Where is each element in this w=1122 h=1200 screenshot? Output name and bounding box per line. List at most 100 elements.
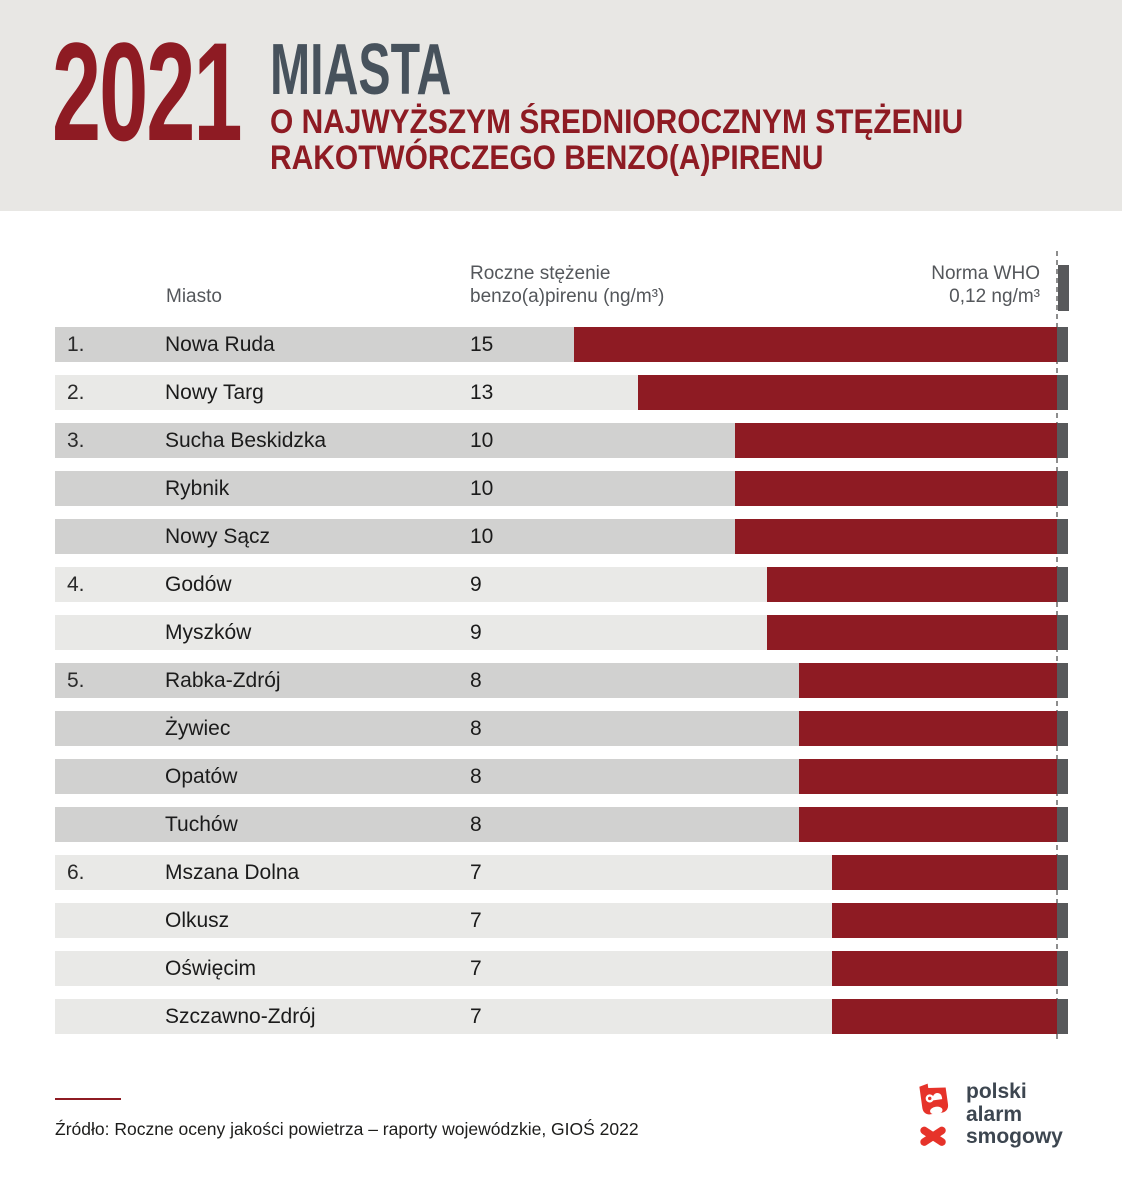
logo-polski-alarm-smogowy: polski alarm smogowy [910, 1080, 1070, 1156]
value-bar [832, 999, 1057, 1034]
who-norm-cap [1057, 567, 1068, 602]
who-norm-cap [1057, 423, 1068, 458]
value-label: 10 [470, 525, 494, 548]
value-bar [832, 855, 1057, 890]
value-label: 13 [470, 381, 494, 404]
city-label: Opatów [165, 765, 238, 788]
value-label: 7 [470, 909, 482, 932]
who-norm-cap [1057, 615, 1068, 650]
rank-label: 3. [67, 429, 85, 452]
value-bar [735, 519, 1057, 554]
table-row: 4. Godów 9 [55, 567, 1068, 602]
rank-label: 5. [67, 669, 85, 692]
table-row: 3. Sucha Beskidzka 10 [55, 423, 1068, 458]
who-norm-cap [1057, 663, 1068, 698]
table-row: Opatów 8 [55, 759, 1068, 794]
table-row: Myszków 9 [55, 615, 1068, 650]
year-label: 2021 [52, 13, 243, 170]
city-label: Nowy Targ [165, 381, 264, 404]
column-header-value: Roczne stężenie benzo(a)pirenu (ng/m³) [470, 263, 664, 308]
city-label: Rabka-Zdrój [165, 669, 281, 692]
logo-line-2: alarm [966, 1102, 1023, 1126]
who-norm-marker [1058, 265, 1069, 311]
value-bar [799, 807, 1057, 842]
city-label: Sucha Beskidzka [165, 429, 327, 452]
column-header-who-norm: Norma WHO 0,12 ng/m³ [931, 263, 1040, 308]
value-label: 8 [470, 669, 482, 692]
value-label: 8 [470, 813, 482, 836]
value-bar [799, 663, 1057, 698]
header: 2021 MIASTA O NAJWYŻSZYM ŚREDNIOROCZNYM … [0, 0, 1122, 211]
city-label: Szczawno-Zdrój [165, 1005, 316, 1028]
value-bar [767, 615, 1057, 650]
rank-label: 2. [67, 381, 85, 404]
table-row: 6. Mszana Dolna 7 [55, 855, 1068, 890]
table-row: Nowy Sącz 10 [55, 519, 1068, 554]
table-row: 5. Rabka-Zdrój 8 [55, 663, 1068, 698]
column-header-value-line-2: benzo(a)pirenu (ng/m³) [470, 285, 665, 307]
value-label: 7 [470, 861, 482, 884]
who-norm-value: 0,12 ng/m³ [949, 285, 1040, 307]
value-label: 10 [470, 429, 494, 452]
subtitle-line-2: RAKOTWÓRCZEGO BENZO(A)PIRENU [270, 139, 824, 177]
value-label: 9 [470, 621, 482, 644]
column-header-value-line-1: Roczne stężenie [470, 263, 611, 284]
value-bar [767, 567, 1057, 602]
value-bar [735, 471, 1057, 506]
value-label: 8 [470, 717, 482, 740]
who-norm-cap [1057, 327, 1068, 362]
rank-label: 6. [67, 861, 85, 884]
logo-line-1: polski [966, 1080, 1027, 1103]
source-divider [55, 1098, 121, 1100]
city-label: Tuchów [165, 813, 238, 836]
value-bar [832, 903, 1057, 938]
who-norm-cap [1057, 759, 1068, 794]
who-norm-cap [1057, 903, 1068, 938]
city-label: Nowy Sącz [165, 525, 271, 548]
value-label: 7 [470, 1005, 482, 1028]
value-bar [832, 951, 1057, 986]
subtitle-line-1: O NAJWYŻSZYM ŚREDNIOROCZNYM STĘŻENIU [270, 103, 964, 141]
chart-rows: 1. Nowa Ruda 15 2. Nowy Targ 13 3. Sucha Beskid… [55, 327, 1068, 1035]
source-text: Źródło: Roczne oceny jakości powietrza –… [55, 1119, 639, 1139]
who-norm-cap [1057, 999, 1068, 1034]
value-label: 15 [470, 333, 494, 356]
city-label: Olkusz [165, 909, 230, 932]
value-bar [799, 759, 1057, 794]
rank-label: 1. [67, 333, 85, 356]
table-row: Rybnik 10 [55, 471, 1068, 506]
table-row: 2. Nowy Targ 13 [55, 375, 1068, 410]
table-row: Tuchów 8 [55, 807, 1068, 842]
table-row: Oświęcim 7 [55, 951, 1068, 986]
who-norm-cap [1057, 375, 1068, 410]
table-row: Olkusz 7 [55, 903, 1068, 938]
who-norm-cap [1057, 855, 1068, 890]
city-label: Żywiec [165, 717, 231, 740]
value-bar [638, 375, 1057, 410]
city-label: Godów [165, 573, 232, 596]
who-norm-cap [1057, 711, 1068, 746]
table-row: Żywiec 8 [55, 711, 1068, 746]
rank-label: 4. [67, 573, 85, 596]
value-label: 9 [470, 573, 482, 596]
city-label: Rybnik [165, 477, 230, 500]
who-norm-cap [1057, 471, 1068, 506]
who-norm-cap [1057, 807, 1068, 842]
logo-line-3: smogowy [966, 1125, 1063, 1148]
table-row: 1. Nowa Ruda 15 [55, 327, 1068, 362]
value-label: 8 [470, 765, 482, 788]
column-header-city: Miasto [166, 286, 222, 307]
city-label: Nowa Ruda [165, 333, 275, 356]
who-norm-label: Norma WHO [931, 263, 1040, 284]
table-row: Szczawno-Zdrój 7 [55, 999, 1068, 1034]
skull-crossbones-icon [919, 1083, 949, 1146]
city-label: Myszków [165, 621, 252, 644]
city-label: Mszana Dolna [165, 861, 300, 884]
value-label: 7 [470, 957, 482, 980]
value-bar [799, 711, 1057, 746]
who-norm-cap [1057, 519, 1068, 554]
logo-wordmark: polski alarm smogowy [966, 1080, 1063, 1149]
page-title: MIASTA [270, 30, 452, 110]
who-norm-cap [1057, 951, 1068, 986]
